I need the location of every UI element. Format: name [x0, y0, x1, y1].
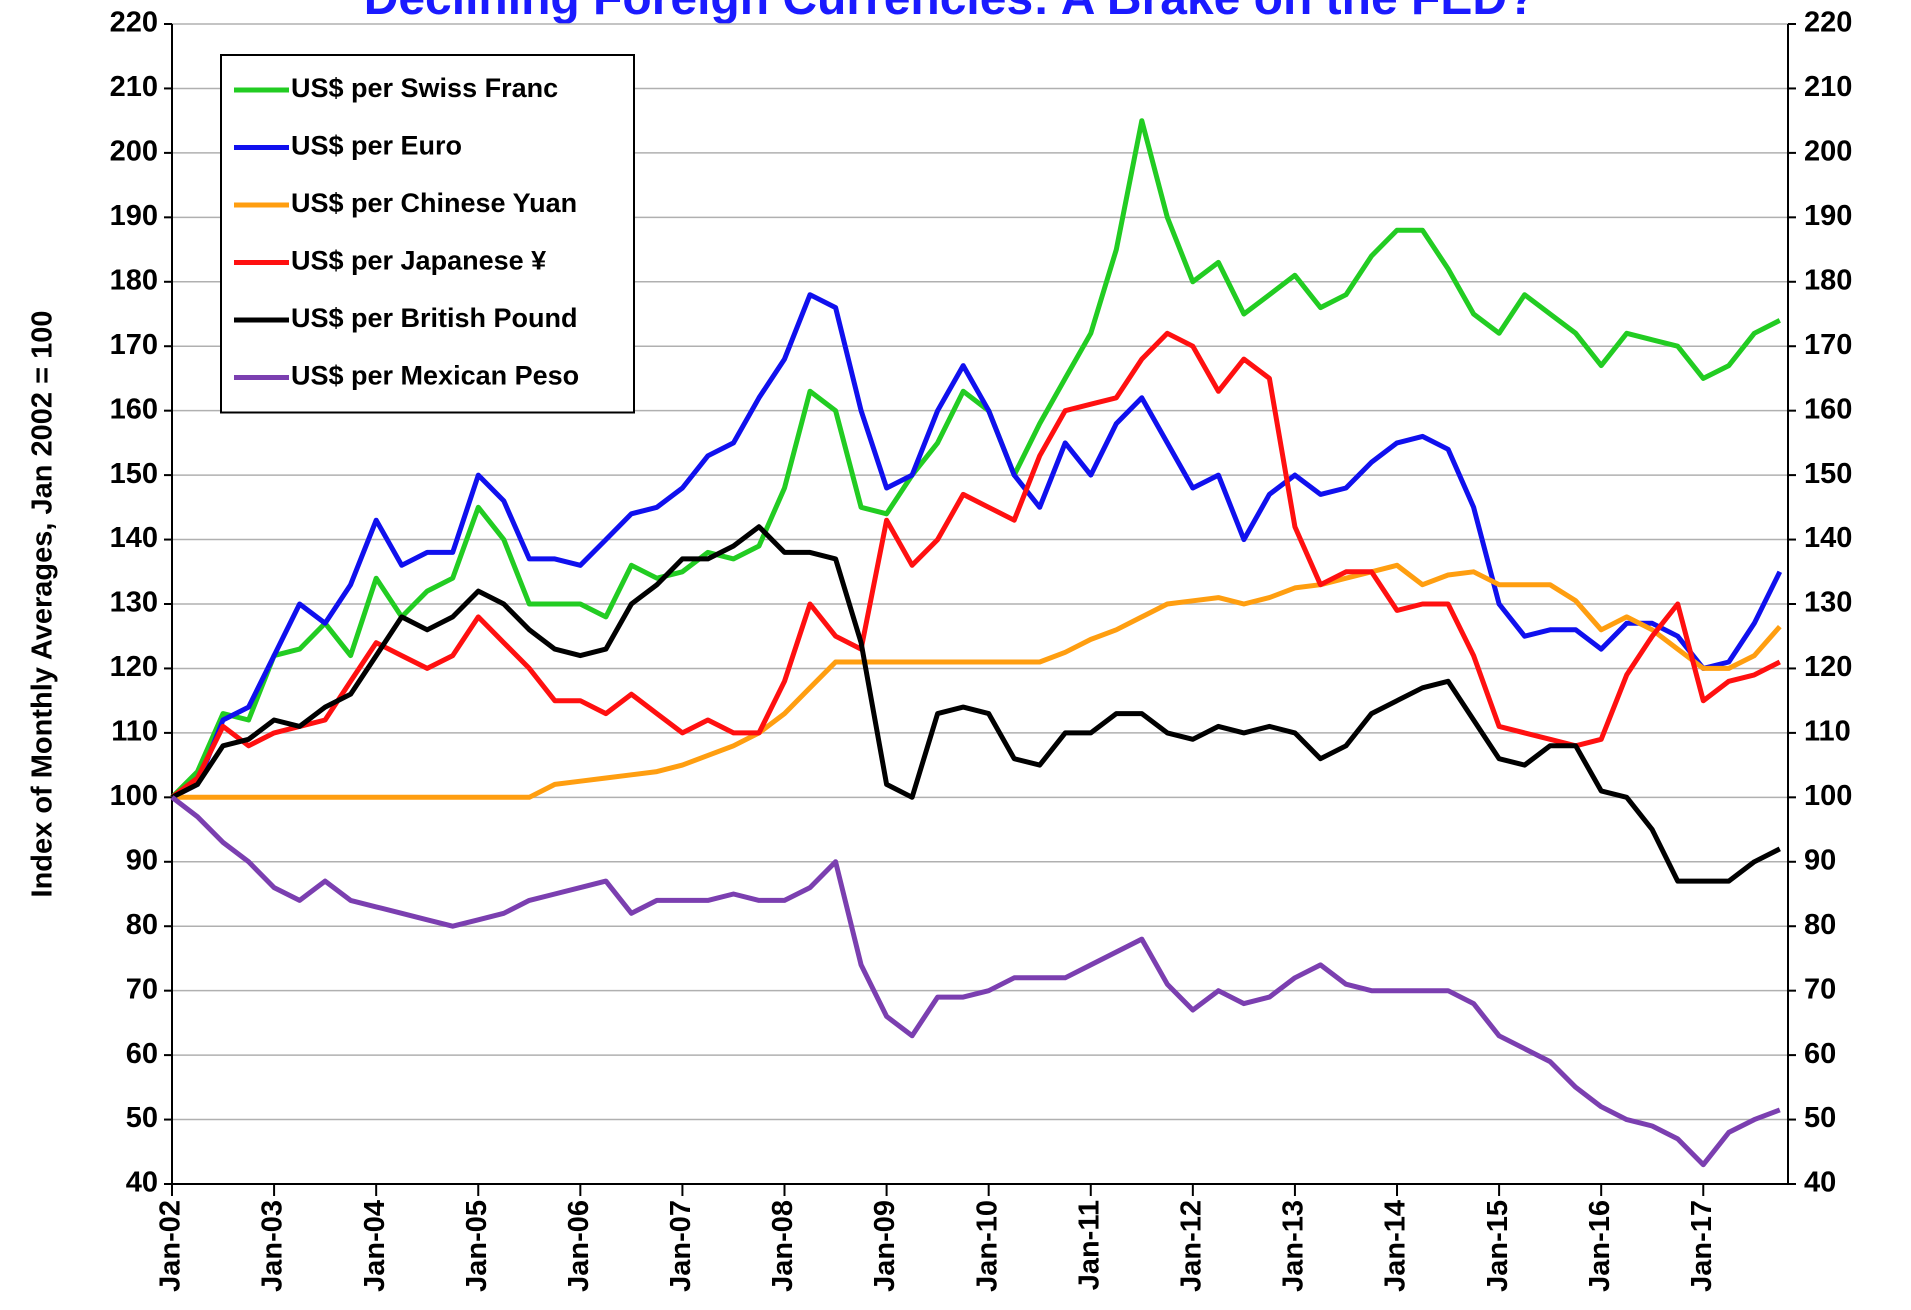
x-tick-label: Jan-16 [1584, 1200, 1616, 1292]
y-tick-label: 180 [110, 264, 158, 296]
y-tick-label: 190 [110, 200, 158, 232]
y2-tick-label: 130 [1804, 587, 1852, 619]
y2-tick-label: 60 [1804, 1038, 1836, 1070]
x-tick-label: Jan-11 [1073, 1200, 1105, 1290]
y2-tick-label: 180 [1804, 264, 1852, 296]
x-tick-label: Jan-14 [1380, 1200, 1412, 1292]
y2-tick-label: 170 [1804, 329, 1852, 361]
y2-tick-label: 220 [1804, 7, 1852, 39]
x-tick-label: Jan-04 [359, 1200, 391, 1292]
series-line [172, 562, 1782, 800]
y-tick-label: 120 [110, 651, 158, 683]
x-tick-label: Jan-13 [1278, 1200, 1310, 1292]
y-tick-label: 170 [110, 329, 158, 361]
y-tick-label: 220 [110, 7, 158, 39]
series-line [170, 292, 1783, 800]
x-tick-label: Jan-05 [461, 1200, 493, 1292]
x-tick-label: Jan-03 [257, 1200, 289, 1292]
legend-box [220, 54, 635, 414]
y-tick-label: 90 [126, 844, 158, 876]
y2-tick-label: 90 [1804, 844, 1836, 876]
y2-tick-label: 70 [1804, 973, 1836, 1005]
x-tick-label: Jan-06 [563, 1200, 595, 1292]
y-tick-label: 200 [110, 136, 158, 168]
y2-tick-label: 210 [1804, 71, 1852, 103]
y-tick-label: 130 [110, 587, 158, 619]
y-tick-label: 50 [126, 1102, 158, 1134]
series-line [170, 524, 1781, 884]
x-tick-label: Jan-07 [665, 1200, 697, 1292]
x-tick-label: Jan-10 [971, 1200, 1003, 1292]
x-tick-label: Jan-08 [767, 1200, 799, 1292]
y-tick-label: 210 [110, 71, 158, 103]
legend-label: US$ per British Pound [291, 303, 578, 333]
x-tick-label: Jan-15 [1482, 1200, 1514, 1292]
y-tick-label: 160 [110, 393, 158, 425]
y-tick-label: 140 [110, 522, 158, 554]
y-tick-label: 40 [126, 1167, 158, 1199]
chart-title: Declining Foreign Currencies: A Brake on… [364, 0, 1537, 25]
y-tick-label: 80 [126, 909, 158, 941]
y2-tick-label: 140 [1804, 522, 1852, 554]
y2-tick-label: 120 [1804, 651, 1852, 683]
y2-tick-label: 110 [1804, 716, 1851, 748]
legend-label: US$ per Japanese ¥ [291, 246, 546, 276]
legend-label: US$ per Swiss Franc [291, 73, 558, 103]
y2-tick-label: 160 [1804, 393, 1852, 425]
y-tick-label: 150 [110, 458, 158, 490]
y-tick-label: 110 [111, 716, 158, 748]
series-line [170, 795, 1781, 1168]
y2-tick-label: 40 [1804, 1167, 1836, 1199]
y2-tick-label: 200 [1804, 136, 1852, 168]
y2-tick-label: 50 [1804, 1102, 1836, 1134]
y-tick-label: 100 [110, 780, 158, 812]
y-tick-label: 60 [126, 1038, 158, 1070]
legend-label: US$ per Chinese Yuan [291, 188, 577, 218]
legend-label: US$ per Mexican Peso [291, 361, 579, 391]
x-tick-label: Jan-17 [1686, 1200, 1718, 1292]
y2-tick-label: 80 [1804, 909, 1836, 941]
series-line [170, 330, 1781, 800]
legend: US$ per Swiss Franc US$ per Euro US$ per C… [220, 54, 635, 414]
x-tick-label: Jan-12 [1176, 1200, 1208, 1292]
x-tick-label: Jan-09 [869, 1200, 901, 1292]
x-tick-label: Jan-02 [155, 1200, 187, 1292]
y2-tick-label: 100 [1804, 780, 1852, 812]
legend-label: US$ per Euro [291, 131, 462, 161]
y2-tick-label: 150 [1804, 458, 1852, 490]
y-axis-label: Index of Monthly Averages, Jan 2002 = 10… [27, 311, 59, 898]
y-tick-label: 70 [126, 973, 158, 1005]
series-line [170, 118, 1781, 800]
y2-tick-label: 190 [1804, 200, 1852, 232]
